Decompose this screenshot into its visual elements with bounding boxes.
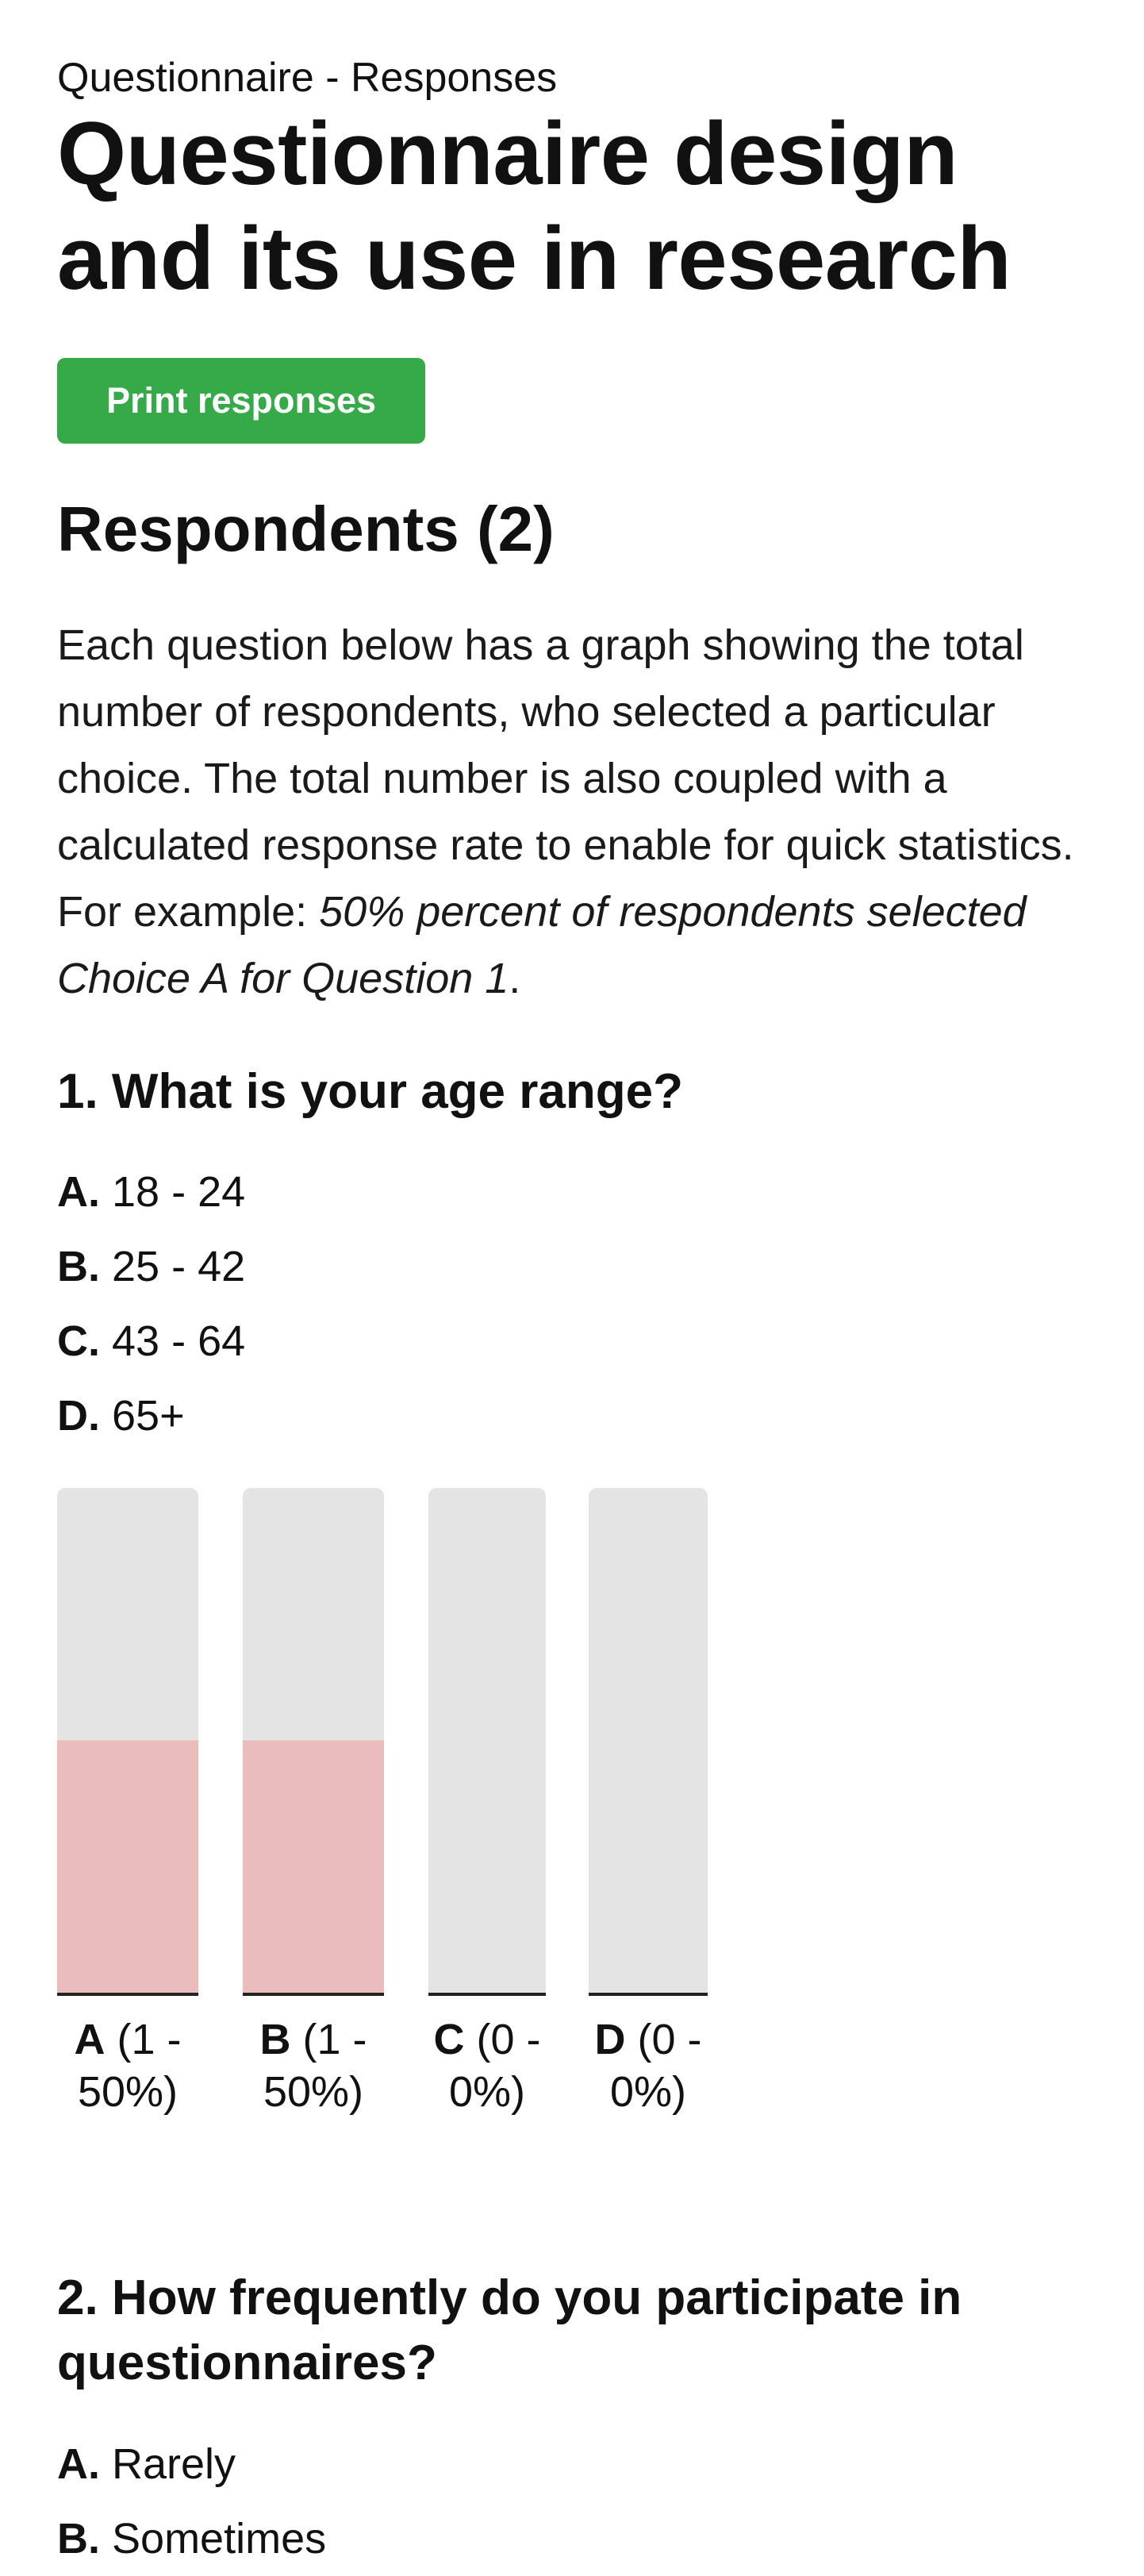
respondents-heading: Respondents (2) [57,494,555,564]
choice-text: Sometimes [112,2515,327,2563]
bar-value-label: (0 - 0%) [609,2016,702,2116]
choice-letter: C. [57,1317,100,1365]
bar-value-label: (1 - 50%) [77,2016,182,2116]
bar-label: C (0 - 0%) [428,2013,546,2118]
question-1-heading: 1. What is your age range? [57,1064,683,1119]
question-2-choices: A. Rarely B. Sometimes [57,2427,326,2576]
intro-paragraph: Each question below has a graph showing … [57,612,1096,1012]
bar-column-d: D (0 - 0%) [589,1488,708,2118]
choice-letter: B. [57,2515,100,2563]
choice-letter: B. [57,1243,100,1290]
choice-text: 65+ [112,1392,185,1440]
breadcrumb: Questionnaire - Responses [57,55,558,101]
choice-item: B. 25 - 42 [57,1229,245,1304]
choice-item: A. Rarely [57,2427,326,2501]
bar-column-a: A (1 - 50%) [57,1488,198,2118]
choice-text: 18 - 24 [112,1168,246,1216]
choice-text: 43 - 64 [112,1317,246,1365]
bar-label: A (1 - 50%) [57,2013,198,2118]
print-responses-button[interactable]: Print responses [57,358,425,444]
page-title: Questionnaire design and its use in rese… [57,104,1012,308]
bar-a [57,1740,198,1993]
choice-item: A. 18 - 24 [57,1155,245,1229]
choice-item: C. 43 - 64 [57,1304,245,1378]
bar-track [428,1488,546,1996]
question-1-response-chart: A (1 - 50%) B (1 - 50%) C (0 - 0%) D (0 - 0… [57,1488,771,2186]
question-2-heading: 2. How frequently do you participate in … [57,2270,962,2390]
bar-value-label: (1 - 50%) [263,2016,367,2116]
bar-category: B [259,2016,291,2063]
bar-label: D (0 - 0%) [589,2013,708,2118]
question-1-choices: A. 18 - 24 B. 25 - 42 C. 43 - 64 D. 65+ [57,1155,245,1453]
intro-example: 50% percent of respondents selected Choi… [57,888,1027,1002]
choice-letter: A. [57,2440,100,2488]
bar-track [589,1488,708,1996]
choice-item: D. 65+ [57,1378,245,1453]
choice-text: Rarely [112,2440,236,2488]
intro-end: . [509,955,521,1002]
choice-letter: A. [57,1168,100,1216]
choice-text: 25 - 42 [112,1243,246,1290]
bar-category: D [594,2016,626,2063]
bar-column-b: B (1 - 50%) [243,1488,384,2118]
bar-label: B (1 - 50%) [243,2013,384,2118]
choice-item: B. Sometimes [57,2501,326,2576]
bar-track [57,1488,198,1996]
bar-category: C [433,2016,465,2063]
intro-text: Each question below has a graph showing … [57,621,1074,936]
bar-column-c: C (0 - 0%) [428,1488,546,2118]
bar-category: A [74,2016,106,2063]
bar-track [243,1488,384,1996]
bar-b [243,1740,384,1993]
choice-letter: D. [57,1392,100,1440]
bar-value-label: (0 - 0%) [448,2016,541,2116]
